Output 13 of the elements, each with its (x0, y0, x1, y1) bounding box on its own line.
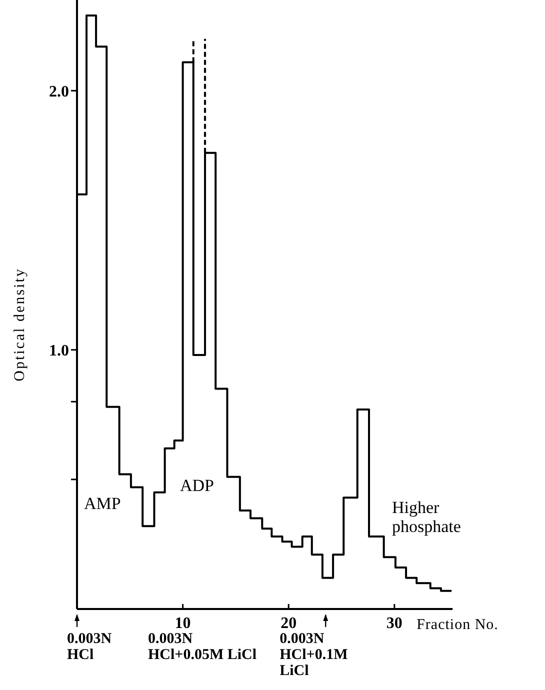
y-axis-title: Optical density (12, 268, 28, 382)
x-axis-title: Fraction No. (416, 617, 498, 633)
annotation: Higher phosphate (392, 498, 462, 536)
x-tick-label: 10 (174, 615, 191, 632)
x-tick-label: 30 (386, 615, 402, 632)
ref-line-label: 0.003N HCl (67, 631, 113, 663)
text: 0.003N HCl+0.05M LiCl (148, 631, 258, 663)
y-tick-label: 1.0 (49, 342, 69, 360)
annotation: ADP (180, 476, 216, 495)
x-tick-label: 20 (280, 615, 297, 632)
y-tick-label: 2.0 (49, 83, 69, 100)
annotation: AMP (84, 494, 122, 513)
ref-line-label: 0.003N HCl+0.1M LiCl (280, 631, 349, 679)
